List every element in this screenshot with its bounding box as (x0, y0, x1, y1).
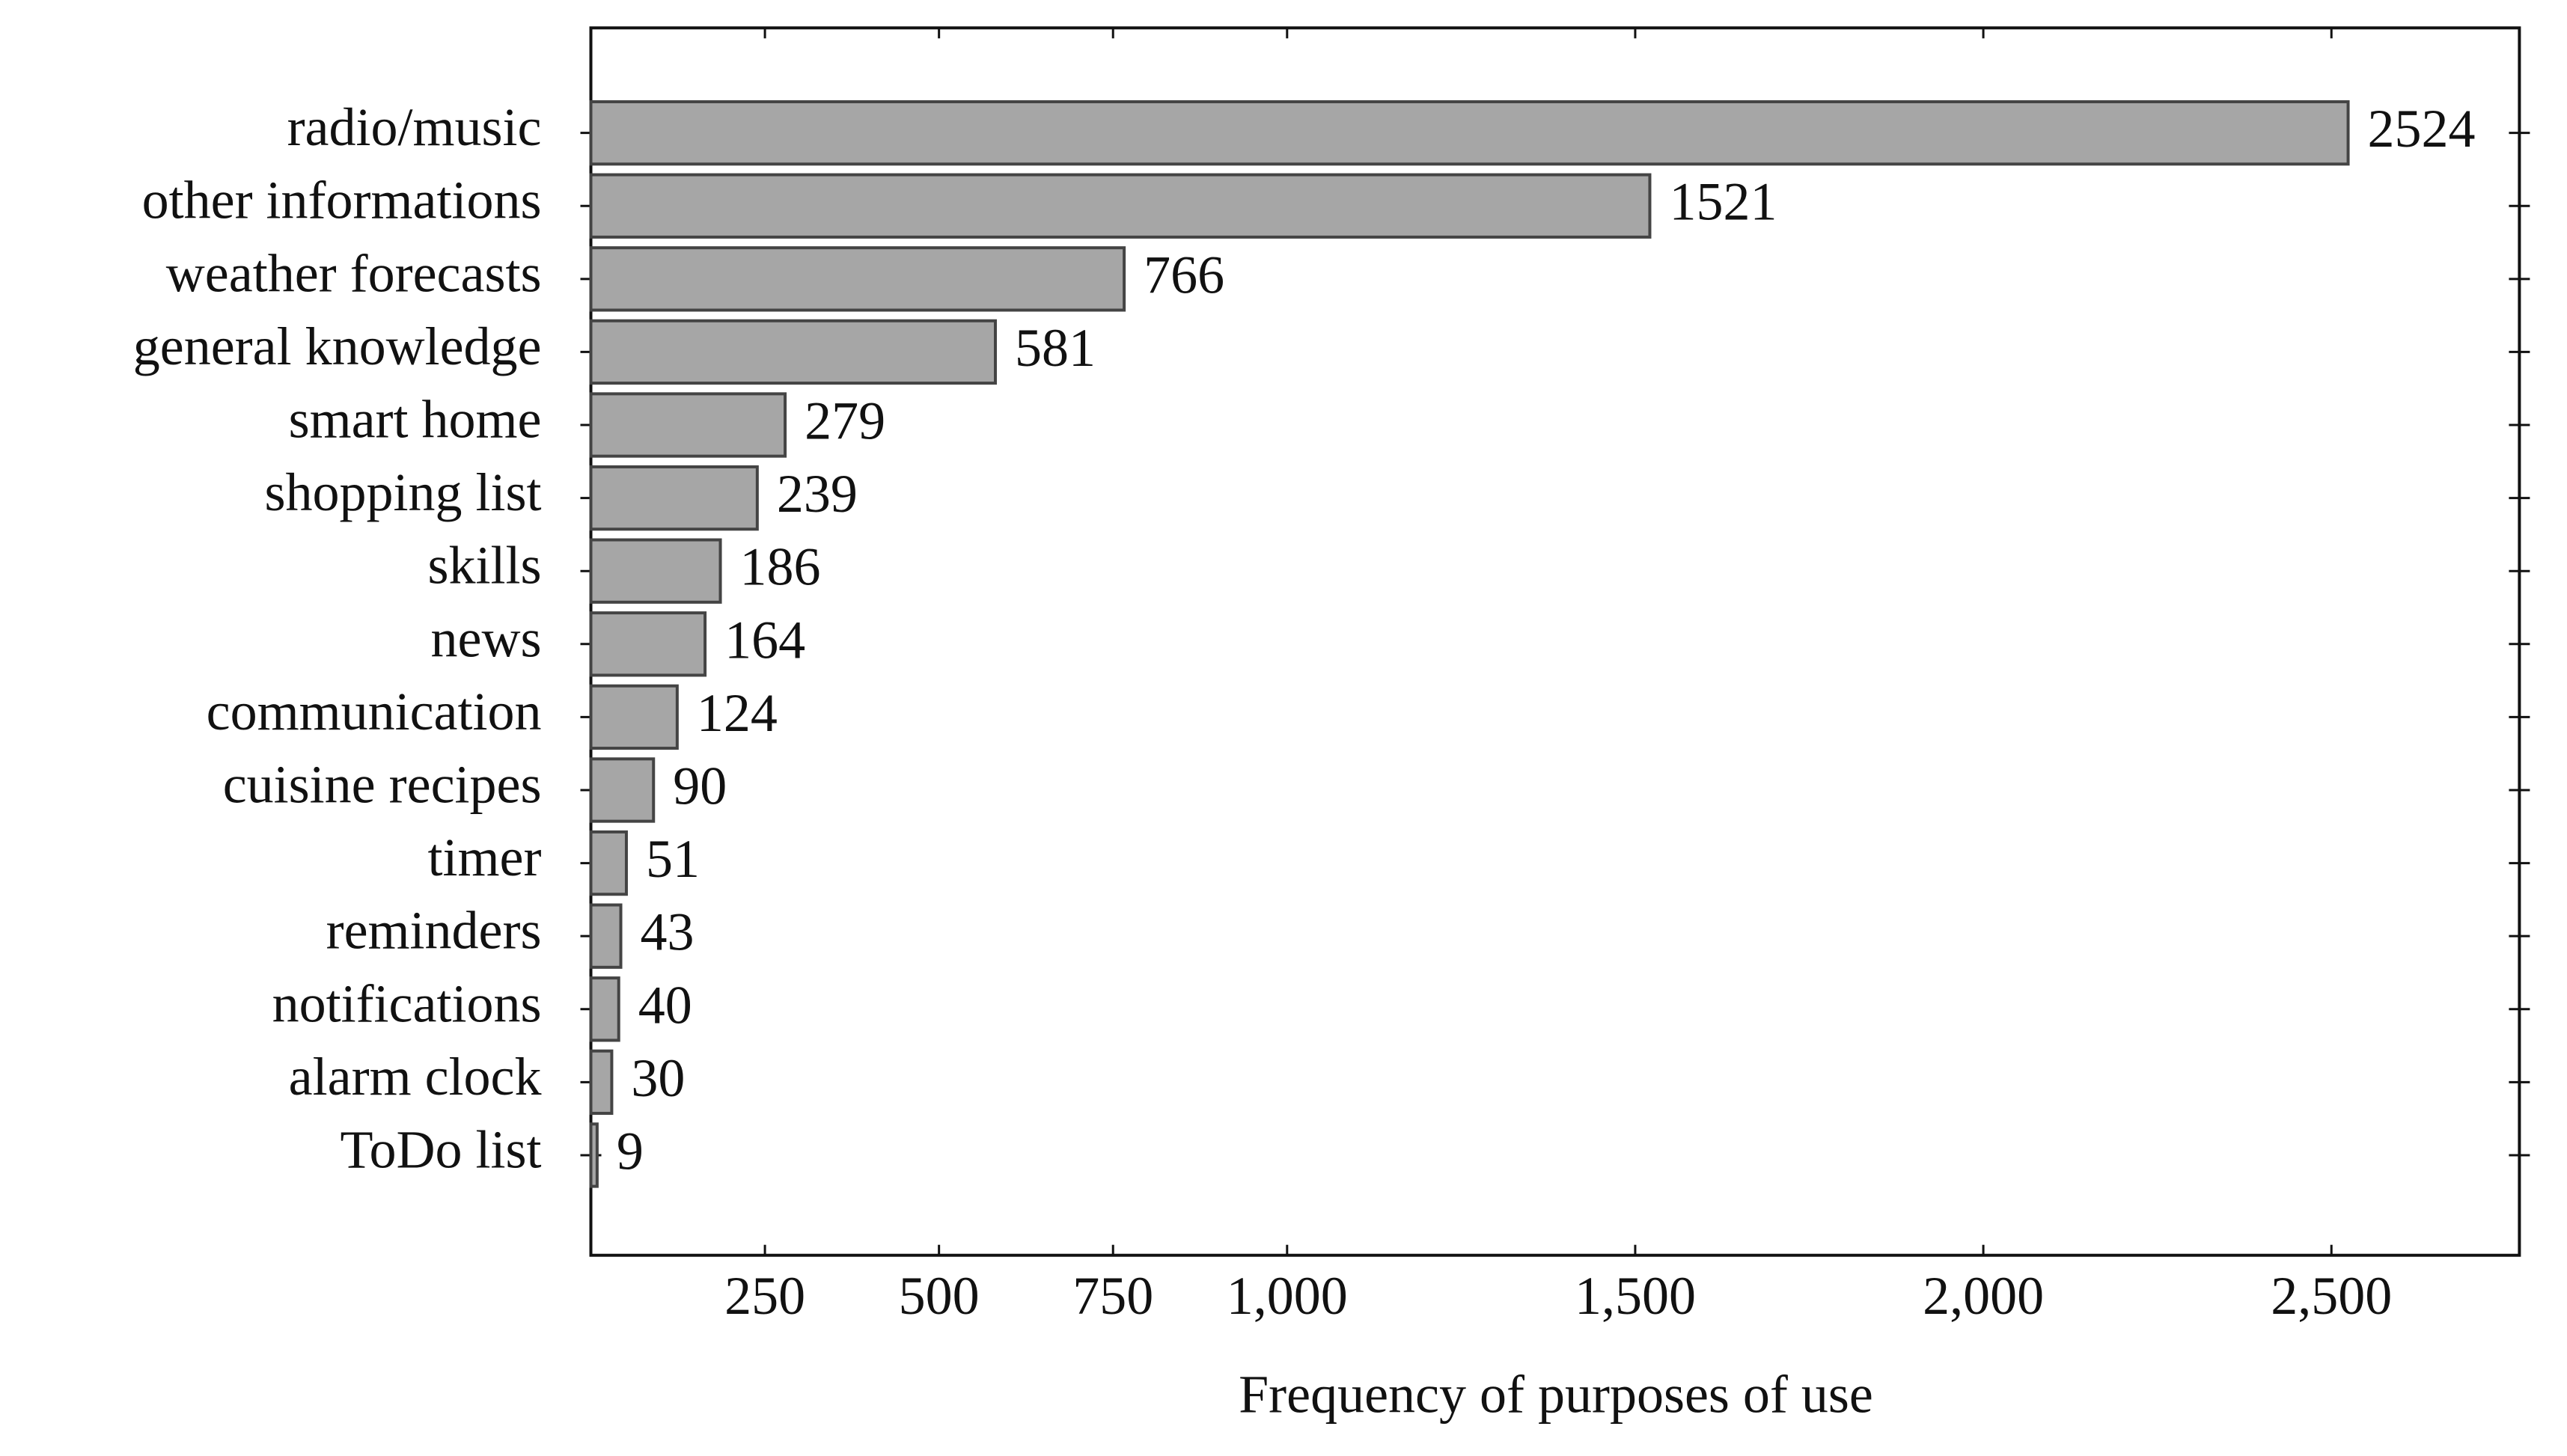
x-tick-label: 1,500 (1575, 1266, 1696, 1326)
x-tick-label: 500 (899, 1266, 980, 1326)
y-tick-label: communication (207, 682, 542, 741)
value-label: 40 (638, 975, 692, 1035)
value-label: 43 (641, 902, 695, 962)
x-tick-label: 2,500 (2271, 1266, 2392, 1326)
y-tick-label: timer (428, 828, 542, 887)
value-label: 2524 (2368, 99, 2476, 159)
value-label: 186 (740, 537, 821, 597)
bar (589, 1049, 614, 1116)
y-tick-label: news (431, 608, 542, 668)
bar (589, 246, 1126, 312)
y-tick-label: reminders (326, 901, 542, 961)
value-label: 90 (673, 756, 727, 816)
x-tick-label: 250 (724, 1266, 805, 1326)
bar (589, 1122, 599, 1188)
bar (589, 465, 759, 531)
value-label: 581 (1015, 318, 1096, 378)
y-tick-label: weather forecasts (166, 243, 542, 303)
bar (589, 757, 656, 823)
value-label: 1521 (1669, 172, 1777, 232)
x-tick-label: 2,000 (1923, 1266, 2044, 1326)
y-tick-label: shopping list (264, 462, 541, 522)
y-tick-label: notifications (272, 973, 542, 1033)
value-label: 9 (617, 1121, 644, 1181)
bar (589, 173, 1652, 239)
bar (589, 684, 679, 750)
x-axis-label: Frequency of purposes of use (1239, 1365, 1873, 1425)
bar (589, 903, 623, 969)
y-tick-label: skills (427, 536, 541, 596)
bar (589, 538, 722, 604)
y-tick-label: general knowledge (133, 316, 542, 376)
value-label: 164 (724, 610, 805, 670)
value-label: 766 (1144, 245, 1224, 305)
bar (589, 976, 620, 1042)
y-tick-label: other informations (142, 171, 542, 230)
value-label: 124 (697, 683, 778, 743)
value-label: 51 (646, 829, 700, 889)
bar (589, 611, 707, 677)
value-label: 239 (777, 464, 858, 524)
y-tick-label: smart home (289, 390, 542, 450)
value-label: 279 (805, 391, 885, 451)
x-tick-label: 750 (1072, 1266, 1153, 1326)
y-tick-label: ToDo list (341, 1119, 542, 1179)
y-tick-label: radio/music (287, 97, 542, 157)
bar (589, 100, 2350, 166)
bar (589, 319, 998, 385)
bar (589, 830, 628, 896)
x-tick-label: 1,000 (1227, 1266, 1348, 1326)
y-tick-label: alarm clock (289, 1047, 542, 1107)
value-label: 30 (631, 1048, 685, 1108)
bar (589, 392, 787, 458)
y-tick-label: cuisine recipes (223, 754, 542, 814)
